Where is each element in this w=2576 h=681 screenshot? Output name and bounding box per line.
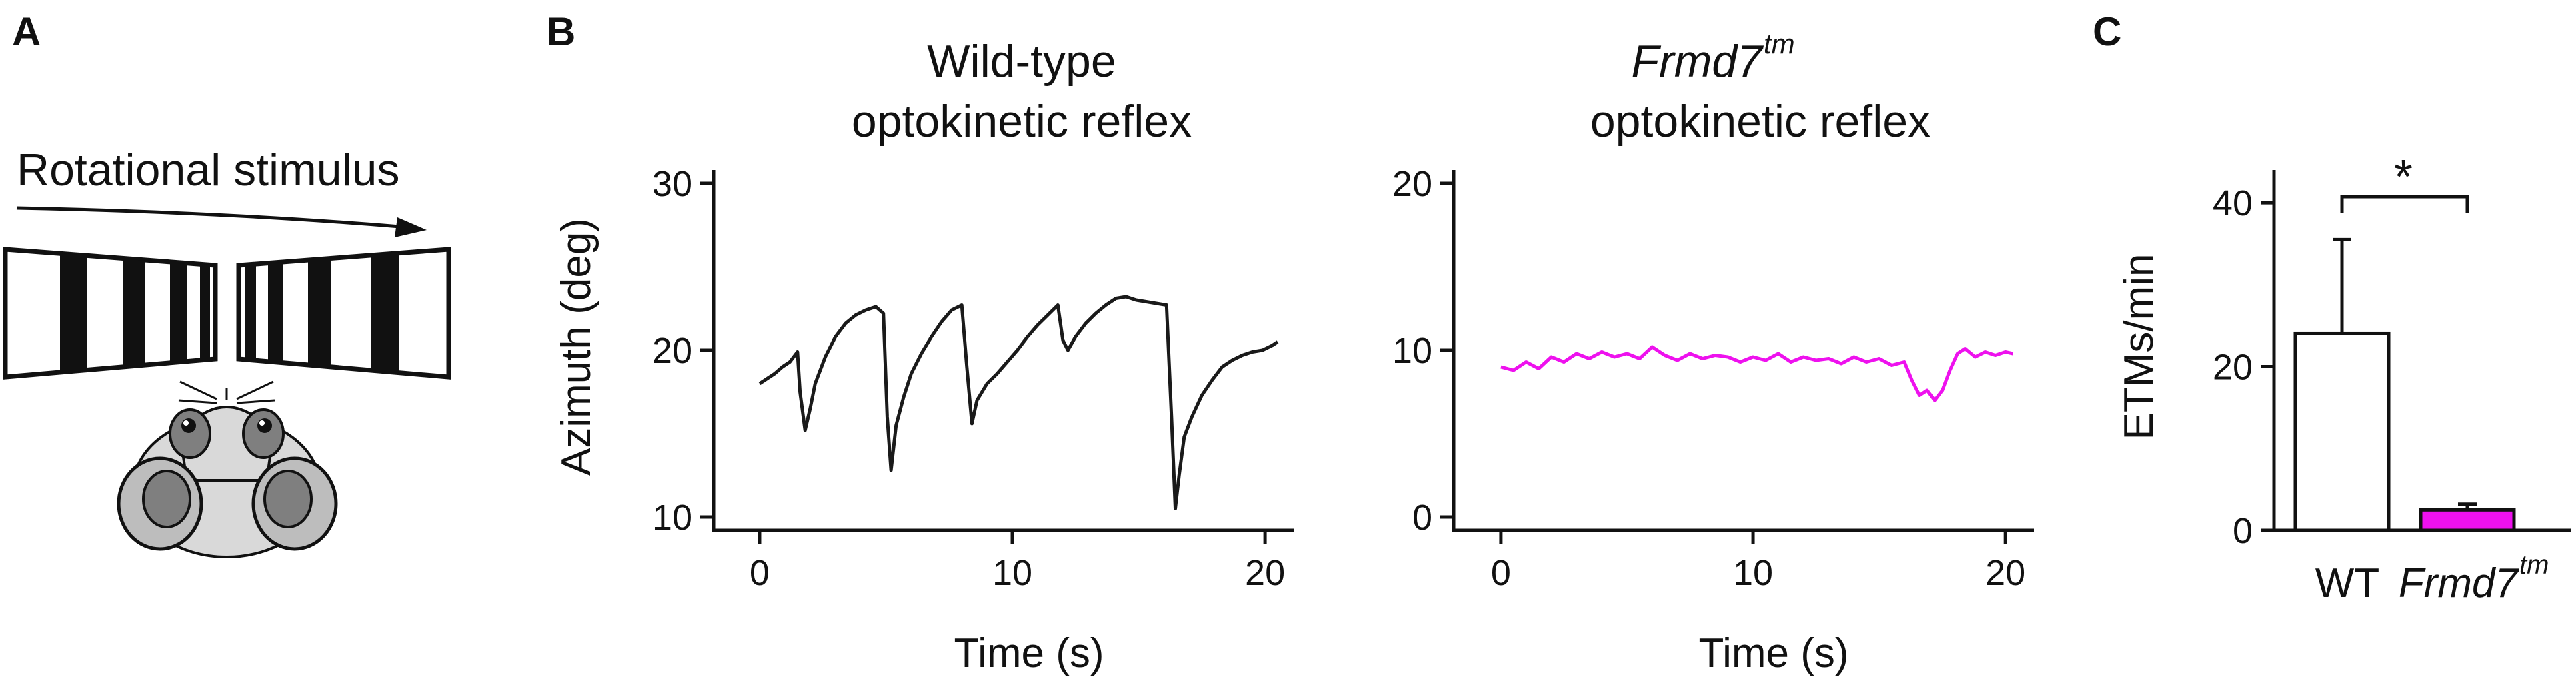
- wildtype-x-tick-label: 20: [1245, 553, 1285, 593]
- category-label-frmd7: Frmd7: [2399, 560, 2520, 606]
- category-label-frmd7-sup: tm: [2519, 550, 2549, 580]
- frmd7-trace: [1500, 345, 2014, 402]
- wildtype-trace: [758, 295, 1279, 510]
- panel-letter-a: A: [12, 9, 41, 54]
- mouse-icon: [117, 380, 338, 558]
- wildtype-x-tick-label: 0: [750, 553, 770, 593]
- significance-bracket: *: [2340, 151, 2469, 213]
- wildtype-title-line2: optokinetic reflex: [852, 96, 1192, 147]
- frmd7-title-line1: Frmd7: [1632, 36, 1764, 87]
- wildtype-title-line1: Wild-type: [927, 36, 1116, 87]
- frmd7-title-line2: optokinetic reflex: [1590, 96, 1930, 147]
- bar-rects: [2293, 331, 2516, 532]
- bar-error-bars: [2333, 237, 2477, 510]
- bar-y-tick-label: 0: [2233, 511, 2253, 551]
- wildtype-x-axis-title: Time (s): [954, 630, 1104, 676]
- panel-letter-b: B: [547, 9, 575, 54]
- frmd7-y-tick-label: 20: [1392, 164, 1432, 204]
- frmd7-title-sup: tm: [1764, 28, 1795, 59]
- wildtype-y-ticks: 10 20 30: [652, 164, 714, 538]
- wildtype-y-tick-label: 20: [652, 331, 692, 371]
- wildtype-chart: Wild-type optokinetic reflex 10 20 30 0 10 2…: [553, 36, 1294, 676]
- frmd7-x-tick-label: 20: [1985, 553, 2025, 593]
- wildtype-y-tick-label: 30: [652, 164, 692, 204]
- frmd7-x-axis-title: Time (s): [1699, 630, 1849, 676]
- category-label-wt: WT: [2315, 560, 2379, 606]
- stripe-panel-right: [236, 247, 451, 380]
- stripe-panel-left: [3, 247, 218, 380]
- panel-c: C 0 20 40 ETMs/min * WT Frmd7 tm: [2093, 9, 2571, 606]
- bar-y-tick-label: 20: [2213, 348, 2253, 388]
- panel-a: A Rotational stimulus: [3, 9, 451, 558]
- panel-letter-c: C: [2093, 9, 2121, 54]
- wildtype-y-axis-title: Azimuth (deg): [553, 218, 599, 476]
- bar-y-ticks: 0 20 40: [2213, 183, 2274, 551]
- frmd7-y-tick-label: 10: [1392, 331, 1432, 371]
- frmd7-y-tick-label: 0: [1412, 498, 1432, 538]
- wildtype-x-ticks: 0 10 20: [750, 530, 1285, 593]
- stimulus-label: Rotational stimulus: [17, 145, 399, 195]
- bar-frmd7: [2419, 508, 2516, 532]
- significance-star: *: [2394, 151, 2413, 204]
- wildtype-y-tick-label: 10: [652, 498, 692, 538]
- frmd7-x-tick-label: 0: [1491, 553, 1511, 593]
- frmd7-x-ticks: 0 10 20: [1491, 530, 2025, 593]
- frmd7-x-tick-label: 10: [1733, 553, 1773, 593]
- stimulus-arrow: [16, 206, 427, 237]
- bar-y-axis-title: ETMs/min: [2116, 254, 2162, 440]
- wildtype-x-tick-label: 10: [992, 553, 1032, 593]
- bar-y-tick-label: 40: [2213, 183, 2253, 223]
- frmd7-y-ticks: 0 10 20: [1392, 164, 1454, 538]
- bar-wt: [2293, 331, 2391, 532]
